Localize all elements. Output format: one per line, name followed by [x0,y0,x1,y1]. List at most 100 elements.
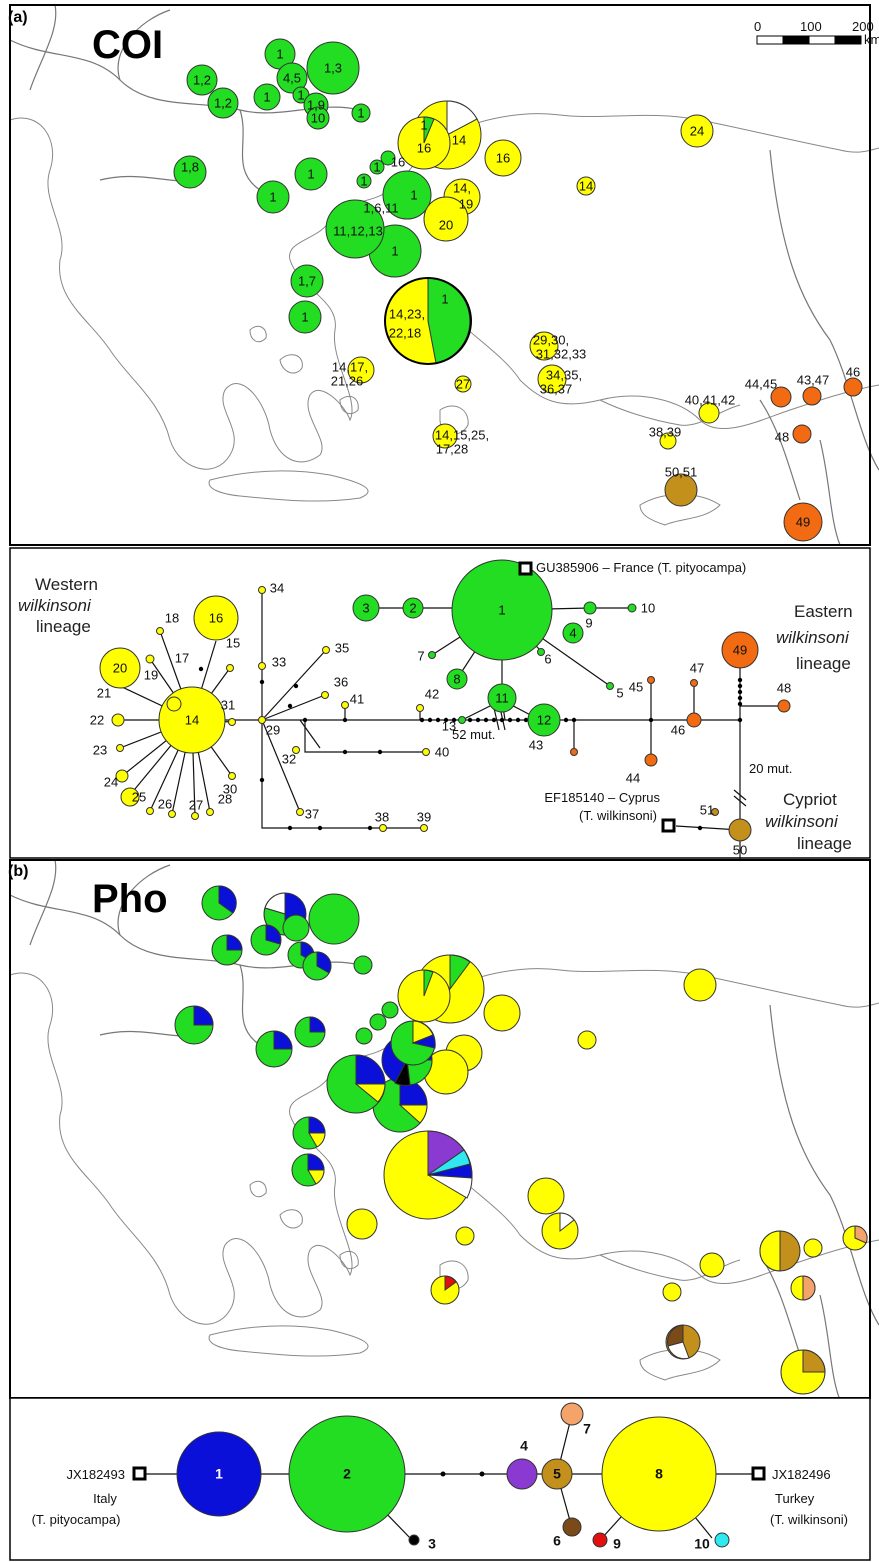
pho-label-3: 3 [428,1536,436,1552]
node-label: 35 [335,640,349,655]
node-label: 50 [733,842,747,857]
node-label: 12 [537,712,551,727]
node-label: 28 [218,791,232,806]
lineage-east-3: lineage [796,654,851,673]
pho-node-9 [592,1532,608,1548]
node-label: 44 [626,770,640,785]
node-label: 36 [334,674,348,689]
node-label: 40 [435,744,449,759]
lineage-west-1: Western [35,575,98,594]
map-label: 1,7 [298,273,316,288]
node-label: 51 [700,802,714,817]
map-label: 1 [269,189,276,204]
map-label: 48 [775,429,789,444]
pho-map-pies [174,885,868,1395]
map-label: 49 [796,514,810,529]
node-label: 10 [641,600,655,615]
pho-label-10: 10 [694,1536,710,1552]
map-label: 43,47 [797,372,830,387]
ref-right-id: JX182496 [772,1467,831,1482]
map-label: 22,18 [389,325,422,340]
pho-node-4 [506,1458,538,1490]
map-label: 1 [301,309,308,324]
pho-node-3 [408,1534,420,1546]
node-label: 39 [417,809,431,824]
panel-b-map [9,859,879,1401]
map-label: 1 [410,187,417,202]
map-label: 24 [690,123,704,138]
node-label: 13 [442,718,456,733]
scale-tick-100: 100 [800,19,822,34]
map-label: 1 [360,173,367,188]
scale-unit: km [864,32,879,47]
map-label: 1,9 [307,97,325,112]
node-label: 2 [409,600,416,615]
map-label: 1 [420,117,427,132]
reference-label-france: GU385906 – France (T. pityocampa) [536,560,746,575]
pho-label-7: 7 [583,1421,591,1437]
node-label: 23 [93,742,107,757]
map-label: 46 [846,364,860,379]
node-label: 14 [185,712,199,727]
node-label: 46 [671,722,685,737]
lineage-east-1: Eastern [794,602,853,621]
lineage-cyprus-3: lineage [797,834,852,853]
map-label: 14 [579,178,593,193]
node-label: 38 [375,809,389,824]
panel-b-title: Pho [92,877,168,921]
node-label: 3 [362,600,369,615]
node-label: 24 [104,774,118,789]
node-label: 48 [777,680,791,695]
scale-tick-200: 200 [852,19,874,34]
map-label: 44,45 [745,376,778,391]
map-label: 31,32,33 [536,346,587,361]
node-label: 26 [158,796,172,811]
node-label: 5 [616,685,623,700]
panel-a-letter: (a) [8,9,28,26]
node-label: 7 [417,648,424,663]
panel-a-title: COI [92,23,163,67]
pho-node-7 [560,1402,584,1426]
node-label: 25 [132,789,146,804]
mutation-count-52: 52 mut. [452,727,495,742]
map-label: 14,23, [389,306,425,321]
pho-label-1: 1 [215,1466,223,1482]
node-label: 16 [209,610,223,625]
mutation-count-20: 20 mut. [749,761,792,776]
node-label: 41 [350,691,364,706]
map-label: 1,6,11 [363,200,398,215]
map-label: 38,39 [649,424,682,439]
pho-label-2: 2 [343,1466,351,1482]
node-label: 4 [569,625,576,640]
pho-label-5: 5 [553,1466,561,1482]
map-label: 1,2 [214,95,232,110]
ref-right-species: (T. wilkinsoni) [770,1512,848,1527]
node-label: 42 [425,686,439,701]
node-label: 1 [498,602,505,617]
reference-label-cyprus: EF185140 – Cyprus [544,790,660,805]
node-label: 9 [585,615,592,630]
map-label: 14 [452,132,466,147]
lineage-west-3: lineage [36,617,91,636]
map-label: 40,41,42 [685,392,736,407]
coi-map-labels: 1 1,3 1,2 4,5 1,2 1 1 1,9 10 1 1 16 14 2… [181,46,860,529]
pho-node-1 [176,1431,262,1517]
map-label: 1 [307,166,314,181]
ref-left-id: JX182493 [66,1467,125,1482]
node-label: 29 [266,722,280,737]
lineage-west-2: wilkinsoni [18,596,92,615]
map-label: 16 [417,140,431,155]
node-label: 31 [221,697,235,712]
pho-node-6 [562,1517,582,1537]
node-label: 18 [165,610,179,625]
node-label: 8 [453,671,460,686]
node-label: 32 [282,751,296,766]
panel-a-map [9,4,879,546]
scale-bar: 0 100 200 km [754,19,879,47]
map-label: 1 [263,89,270,104]
lineage-cyprus-2: wilkinsoni [765,812,839,831]
map-label: 1,8 [181,159,199,174]
map-label: 34,35, [546,367,582,382]
lineage-cyprus-1: Cypriot [783,790,837,809]
